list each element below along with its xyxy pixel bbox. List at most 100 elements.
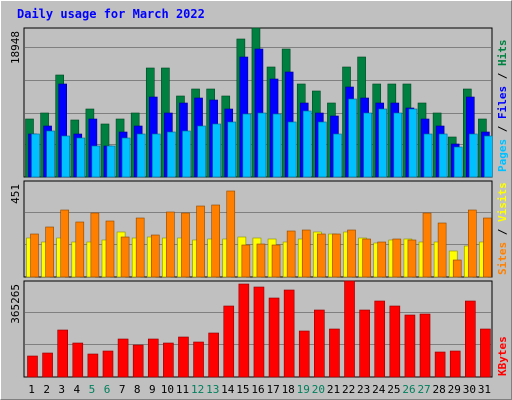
pages-bar (484, 135, 493, 178)
day-label: 22 (342, 383, 355, 396)
kbytes-bar (253, 286, 265, 378)
day-label: 14 (221, 383, 235, 396)
day-label: 29 (448, 383, 461, 396)
kbytes-bar (374, 300, 386, 378)
sites-bar (181, 212, 190, 278)
hits-legend-part: Files (496, 86, 509, 119)
pages-bar (348, 98, 357, 178)
kbytes-bar (163, 342, 174, 378)
kbytes-bar (132, 344, 144, 378)
day-label: 9 (149, 383, 156, 396)
sites-bar (241, 244, 251, 278)
sites-bar (90, 212, 100, 278)
pages-bar (151, 133, 161, 178)
sites-bar (196, 205, 205, 278)
day-label: 16 (251, 383, 264, 396)
pages-bar (61, 135, 70, 178)
sites-bar (135, 217, 145, 278)
day-label: 23 (357, 383, 370, 396)
kbytes-bar (449, 350, 461, 378)
kbytes-bar (434, 351, 446, 378)
kbytes-bar (223, 305, 235, 378)
pages-bar (242, 113, 252, 178)
pages-bar (91, 145, 101, 178)
day-label: 27 (417, 383, 430, 396)
sites-bar (347, 229, 356, 278)
pages-bar (182, 130, 191, 178)
day-label: 12 (191, 383, 204, 396)
sites-bar (452, 259, 462, 278)
pages-bar (167, 131, 176, 178)
pages-bar (212, 123, 221, 178)
kbytes-bar (480, 328, 491, 378)
kbytes-bar (238, 283, 250, 378)
sites-bar (60, 209, 69, 278)
day-label: 30 (463, 383, 476, 396)
pages-bar (453, 146, 463, 178)
sites-bar (362, 238, 371, 278)
sites-bar (120, 236, 130, 278)
day-label: 17 (266, 383, 279, 396)
sites-bar (377, 241, 387, 278)
day-label: 26 (402, 383, 415, 396)
hits-legend-part: / (496, 119, 509, 139)
sites-bar (150, 234, 160, 278)
day-label: 24 (372, 383, 386, 396)
sites-bar (75, 221, 85, 278)
day-label: 8 (134, 383, 141, 396)
day-label: 2 (43, 383, 50, 396)
visits-legend: Sites / Visits (496, 182, 509, 275)
hits-ymax-label: 18948 (9, 31, 22, 64)
day-label: 20 (312, 383, 325, 396)
kbytes-legend-part: KBytes (496, 336, 509, 376)
sites-bar (301, 229, 311, 278)
hits-legend-part: Pages (496, 139, 509, 172)
pages-bar (106, 145, 116, 178)
chart-title: Daily usage for March 2022 (17, 7, 205, 21)
sites-bar (256, 243, 266, 278)
kbytes-bar (465, 300, 476, 378)
pages-bar (393, 112, 403, 178)
sites-bar (211, 204, 220, 278)
day-label: 28 (433, 383, 446, 396)
pages-bar (287, 121, 297, 178)
kbytes-bar (419, 313, 431, 378)
sites-bar (30, 233, 39, 278)
day-label: 13 (206, 383, 219, 396)
kbytes-legend: KBytes (496, 336, 509, 376)
sites-bar (407, 239, 417, 278)
day-label: 6 (104, 383, 111, 396)
day-label: 5 (89, 383, 96, 396)
kbytes-bar (298, 330, 310, 378)
pages-bar (363, 112, 372, 178)
sites-bar (422, 212, 432, 278)
sites-bar (468, 209, 477, 278)
pages-bar (408, 108, 418, 178)
sites-bar (392, 238, 402, 278)
kbytes-bar (344, 280, 355, 378)
day-label: 15 (236, 383, 249, 396)
kbytes-bar (117, 338, 129, 378)
pages-bar (197, 125, 206, 178)
sites-bar (271, 244, 281, 278)
pages-bar (469, 133, 478, 178)
visits-ymax-label: 451 (9, 184, 22, 204)
hits-legend-part: / (496, 66, 509, 86)
day-label: 25 (387, 383, 400, 396)
kbytes-bar (27, 355, 38, 378)
kbytes-bar (102, 350, 114, 378)
kbytes-bar (389, 305, 401, 378)
day-label: 7 (119, 383, 126, 396)
pages-bar (333, 133, 342, 178)
day-label: 31 (478, 383, 491, 396)
visits-legend-part: Sites (496, 242, 509, 275)
sites-bar (105, 220, 115, 278)
sites-bar (483, 217, 492, 278)
day-label: 4 (74, 383, 81, 396)
kbytes-bar (329, 328, 340, 378)
kbytes-bar (72, 342, 84, 378)
pages-bar (378, 108, 388, 178)
kbytes-bar (314, 309, 325, 378)
pages-bar (227, 121, 237, 178)
